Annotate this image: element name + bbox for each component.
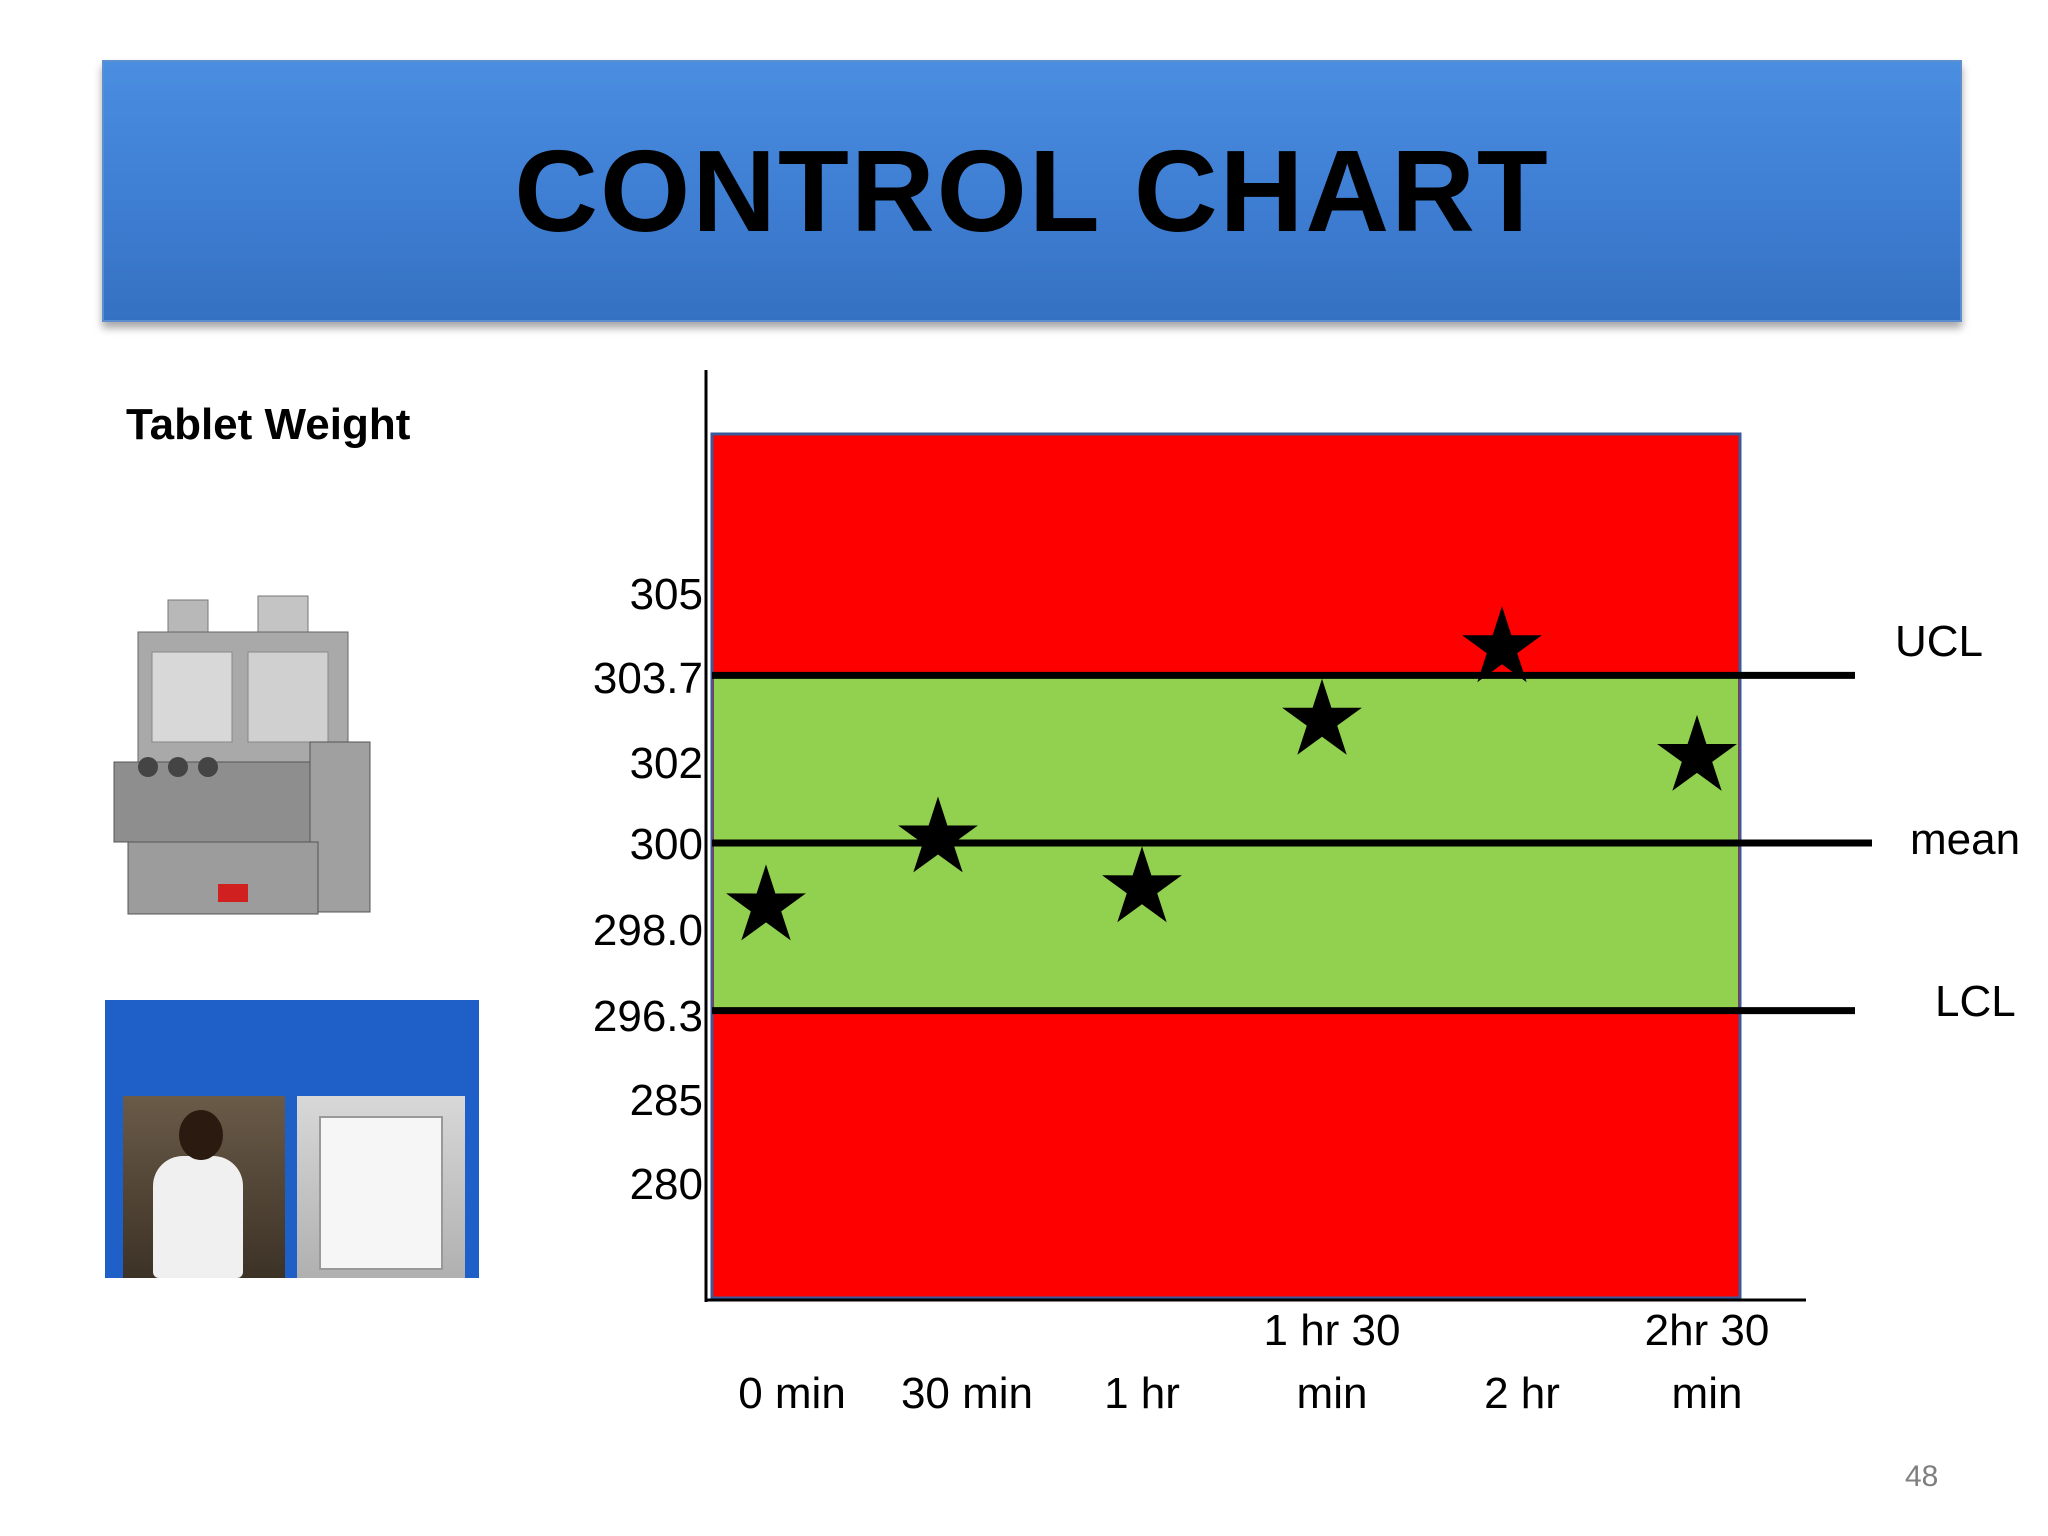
title-banner: CONTROL CHART bbox=[102, 60, 1962, 322]
y-tick-label: 302 bbox=[630, 739, 703, 788]
tablet-press-machine-icon bbox=[113, 595, 371, 915]
y-tick-label: 280 bbox=[630, 1160, 703, 1209]
lab-panel-left bbox=[123, 1096, 285, 1278]
x-tick-label: 30 min bbox=[901, 1369, 1033, 1418]
x-tick-label: 0 min bbox=[738, 1369, 846, 1418]
page-number: 48 bbox=[1905, 1460, 1939, 1493]
data-point-star bbox=[726, 864, 806, 941]
y-tick-label: 300 bbox=[630, 820, 703, 869]
x-tick-label: 1 hr bbox=[1104, 1369, 1180, 1418]
x-tick-label: 2hr 30 min bbox=[1645, 1306, 1770, 1418]
lab-person-icon bbox=[153, 1156, 243, 1278]
y-tick-label: 298.0 bbox=[593, 906, 703, 955]
data-point-star bbox=[1102, 846, 1182, 923]
x-tick-label: 2 hr bbox=[1484, 1369, 1560, 1418]
limit-label-mean: mean bbox=[1910, 815, 2020, 864]
y-tick-label: 296.3 bbox=[593, 992, 703, 1041]
lab-head-icon bbox=[179, 1110, 223, 1160]
slide-title: CONTROL CHART bbox=[514, 126, 1550, 256]
lab-panel-right bbox=[297, 1096, 465, 1278]
data-point-star bbox=[1462, 606, 1542, 683]
y-tick-label: 303.7 bbox=[593, 654, 703, 703]
analytical-balance-icon bbox=[319, 1116, 443, 1270]
data-point-star bbox=[1657, 714, 1737, 791]
x-tick-label: 1 hr 30 min bbox=[1264, 1306, 1401, 1418]
y-tick-label: 305 bbox=[630, 570, 703, 619]
slide-subtitle: Tablet Weight bbox=[126, 400, 411, 449]
y-tick-label: 285 bbox=[630, 1076, 703, 1125]
limit-label-lcl: LCL bbox=[1935, 977, 2016, 1026]
limit-label-ucl: UCL bbox=[1895, 617, 1983, 666]
data-point-star bbox=[898, 796, 978, 873]
lab-weighing-photo-icon bbox=[105, 1000, 479, 1278]
data-point-star bbox=[1282, 678, 1362, 755]
